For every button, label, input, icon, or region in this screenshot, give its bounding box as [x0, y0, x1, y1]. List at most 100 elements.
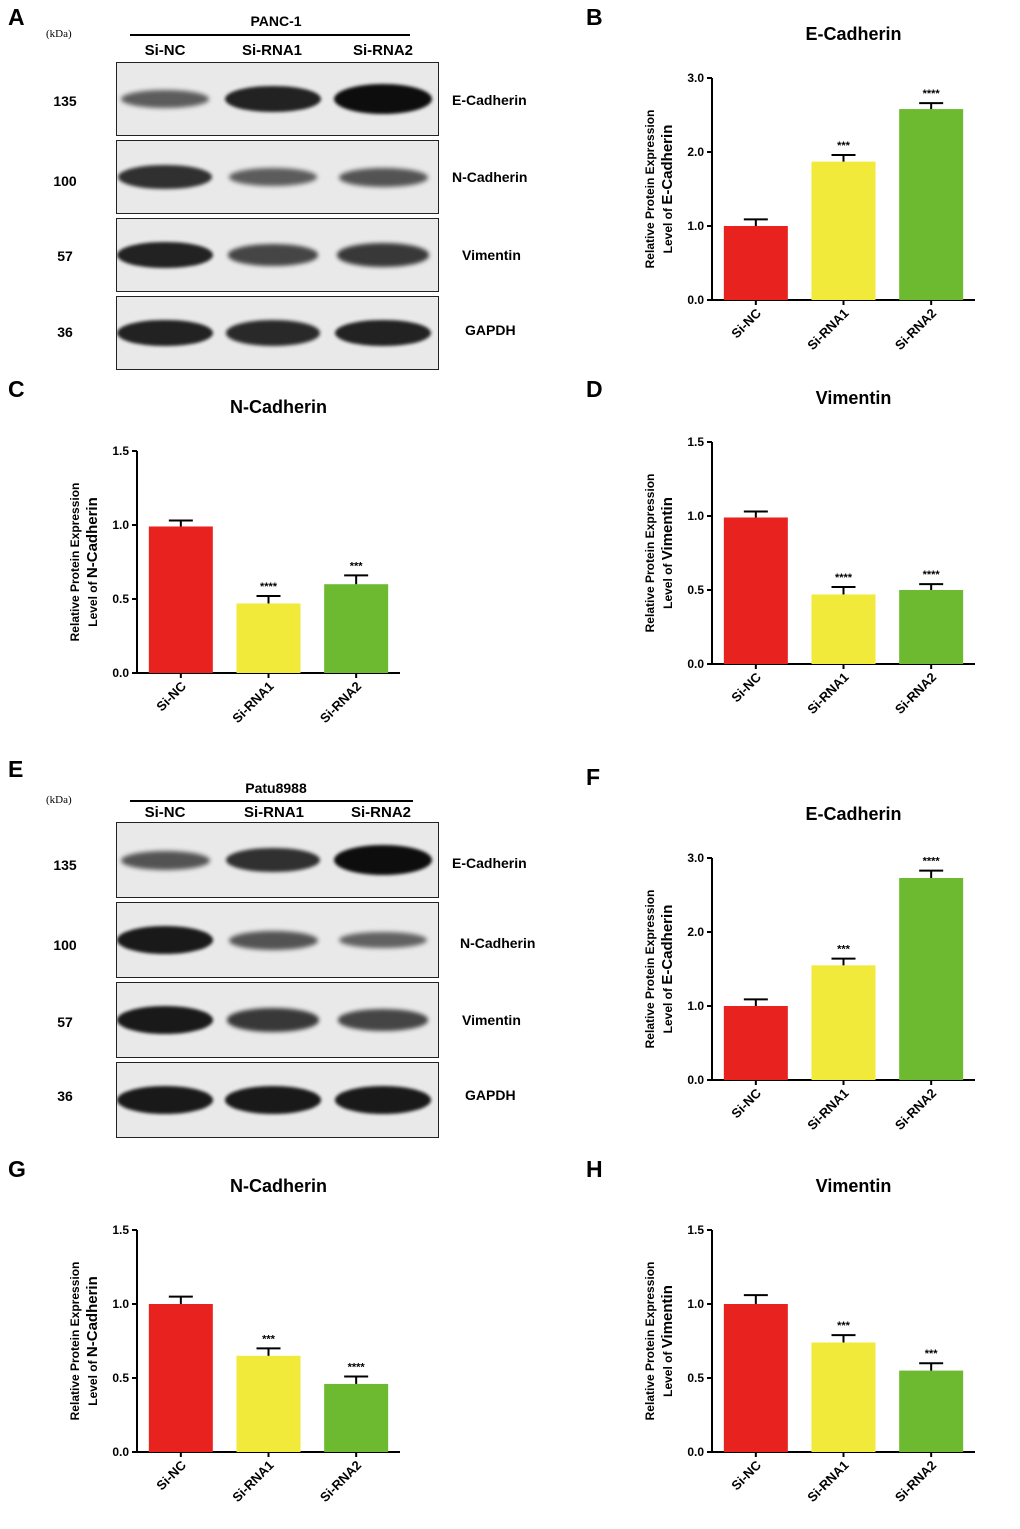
x-tick-label: Si-NC [728, 1457, 764, 1493]
bar-chart-d-vimentin: Vimentin Relative Protein Expression Level… [630, 376, 1000, 717]
panel-label-b: B [586, 4, 603, 30]
protein-band [120, 90, 210, 108]
cell-line-bracket [130, 800, 413, 802]
y-axis-label-line2: Level of Vimentin [659, 497, 676, 609]
mw-label: 135 [53, 857, 77, 873]
significance-label: *** [262, 1333, 276, 1345]
bar [148, 526, 213, 673]
protein-band [335, 319, 431, 347]
blot-strip-gapdh [116, 296, 439, 370]
x-tick-label: Si-NC [728, 305, 764, 341]
y-tick-label: 3.0 [687, 71, 704, 85]
protein-label: Vimentin [462, 1012, 521, 1028]
significance-label: *** [837, 1320, 851, 1332]
y-tick-label: 1.5 [112, 1223, 129, 1237]
cell-line-label: Patu8988 [245, 780, 307, 796]
western-blot-panc1: (kDa) PANC-1 Si-NC Si-RNA1 Si-RNA2 135 E… [0, 0, 560, 380]
y-tick-label: 1.0 [112, 1297, 129, 1311]
mw-label: 36 [57, 324, 73, 340]
x-tick-label: Si-NC [153, 678, 189, 714]
panel-label-c: C [8, 376, 25, 402]
chart-title: E-Cadherin [805, 24, 901, 44]
y-tick-label: 0.0 [112, 1445, 129, 1459]
bar [811, 965, 876, 1080]
protein-band [334, 1086, 432, 1114]
protein-band [225, 85, 321, 113]
panel-label-f: F [586, 764, 601, 790]
protein-band [226, 1008, 320, 1032]
bar-chart-b-e-cadherin: E-Cadherin Relative Protein Expression Lev… [630, 12, 1000, 353]
significance-label: **** [923, 569, 941, 581]
protein-label: E-Cadherin [452, 92, 527, 108]
y-axis-label-prefix: Level of [661, 205, 675, 254]
bar [811, 1342, 876, 1452]
protein-band [336, 243, 430, 267]
y-tick-label: 0.0 [687, 293, 704, 307]
y-axis-label-line1: Relative Protein Expression [643, 1262, 657, 1421]
protein-band [337, 1009, 429, 1031]
lane-label-si-rna2: Si-RNA2 [352, 42, 413, 59]
bar [899, 1370, 964, 1452]
panel-label-h: H [586, 1156, 603, 1182]
x-tick-label: Si-RNA2 [317, 679, 364, 726]
y-tick-label: 1.0 [687, 509, 704, 523]
y-axis-label-prefix: Level of [661, 985, 675, 1034]
protein-band [334, 845, 432, 875]
y-tick-label: 1.5 [687, 1223, 704, 1237]
y-axis-label-protein: Vimentin [659, 1285, 676, 1348]
bar-chart-g-n-cadherin: N-Cadherin Relative Protein Expression Lev… [55, 1164, 425, 1505]
y-axis-label-protein: Vimentin [659, 497, 676, 560]
y-tick-label: 0.0 [112, 666, 129, 680]
x-tick-label: Si-RNA2 [892, 306, 939, 353]
y-axis-label-prefix: Level of [86, 1357, 100, 1406]
panel-label-g: G [8, 1156, 26, 1182]
y-axis-label-protein: N-Cadherin [84, 1276, 101, 1357]
x-tick-label: Si-RNA1 [804, 306, 851, 353]
y-tick-label: 1.5 [687, 435, 704, 449]
protein-label: GAPDH [465, 322, 516, 338]
protein-band [118, 164, 212, 190]
protein-band [338, 167, 428, 187]
y-axis-label-prefix: Level of [661, 1348, 675, 1397]
y-axis-label-protein: N-Cadherin [84, 497, 101, 578]
bar [236, 603, 301, 673]
mw-label: 57 [57, 248, 73, 264]
protein-band [117, 241, 213, 269]
y-tick-label: 2.0 [687, 925, 704, 939]
lane-label-si-nc: Si-NC [144, 804, 186, 821]
significance-label: *** [925, 1348, 939, 1360]
blot-strip-n-cadherin [116, 902, 439, 978]
protein-band [334, 84, 432, 114]
x-tick-label: Si-RNA1 [804, 1458, 851, 1505]
y-tick-label: 3.0 [687, 851, 704, 865]
protein-label: Vimentin [462, 247, 521, 263]
bar [723, 517, 788, 664]
protein-band [117, 1086, 214, 1114]
bar [811, 161, 876, 300]
significance-label: *** [350, 560, 364, 572]
bar-chart-f-e-cadherin: E-Cadherin Relative Protein Expression Lev… [630, 792, 1000, 1133]
protein-label: E-Cadherin [452, 855, 527, 871]
chart-title: E-Cadherin [805, 804, 901, 824]
y-axis-label-line1: Relative Protein Expression [643, 474, 657, 633]
bar [723, 1006, 788, 1080]
significance-label: **** [348, 1362, 366, 1374]
x-tick-label: Si-RNA2 [892, 670, 939, 717]
mw-label: 135 [53, 93, 77, 109]
y-axis-label-line2: Level of E-Cadherin [659, 125, 676, 254]
protein-band [227, 244, 319, 266]
blot-strip-vimentin [116, 218, 439, 292]
bar [723, 1304, 788, 1452]
panel-label-a: A [8, 4, 25, 30]
x-tick-label: Si-RNA2 [892, 1086, 939, 1133]
panel-label-d: D [586, 376, 603, 402]
bar [811, 594, 876, 664]
protein-label: N-Cadherin [460, 935, 536, 951]
x-tick-label: Si-RNA1 [229, 679, 276, 726]
bar [899, 877, 964, 1080]
protein-label: N-Cadherin [452, 169, 528, 185]
lane-label-si-rna1: Si-RNA1 [241, 42, 302, 59]
